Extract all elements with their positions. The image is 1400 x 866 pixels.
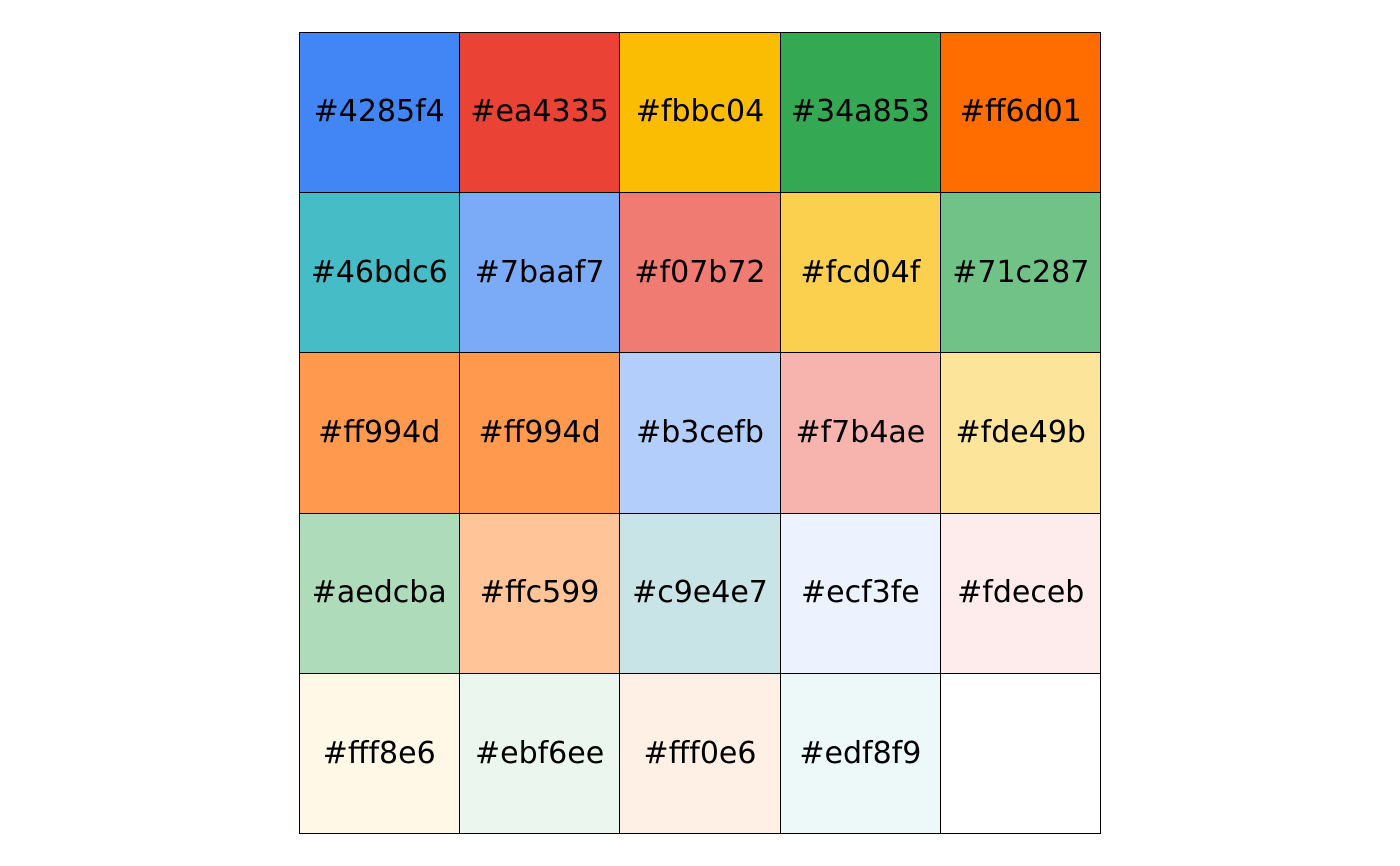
color-swatch: #fcd04f: [779, 191, 942, 354]
swatch-hex-label: #ffc599: [479, 575, 600, 611]
swatch-hex-label: #fff8e6: [322, 735, 436, 771]
swatch-hex-label: #aedcba: [311, 575, 447, 611]
swatch-hex-label: #46bdc6: [310, 254, 448, 290]
color-swatch: #ffc599: [458, 512, 621, 675]
swatch-hex-label: #fdeceb: [957, 575, 1085, 611]
color-swatch: #46bdc6: [298, 191, 460, 354]
swatch-hex-label: #ff6d01: [959, 94, 1082, 130]
color-swatch: #ecf3fe: [779, 512, 942, 675]
color-swatch: #71c287: [940, 191, 1102, 354]
color-swatch: #ff994d: [458, 352, 621, 514]
color-swatch: #f7b4ae: [779, 352, 942, 514]
swatch-hex-label: #f7b4ae: [795, 414, 926, 450]
color-swatch: #7baaf7: [458, 191, 621, 354]
color-swatch: #c9e4e7: [619, 512, 781, 675]
swatch-hex-label: #fff0e6: [643, 735, 757, 771]
swatch-hex-label: #4285f4: [313, 94, 445, 130]
color-swatch: #fff8e6: [298, 673, 460, 835]
swatch-hex-label: #ebf6ee: [474, 735, 605, 771]
swatch-hex-label: #34a853: [790, 94, 930, 130]
color-swatch: #fbbc04: [619, 31, 781, 193]
color-swatch: #b3cefb: [619, 352, 781, 514]
color-swatch-grid: #4285f4 #ea4335 #fbbc04 #34a853 #ff6d01 …: [298, 31, 1102, 835]
swatch-hex-label: #71c287: [952, 254, 1090, 290]
color-swatch: #fde49b: [940, 352, 1102, 514]
swatch-hex-label: #edf8f9: [799, 735, 922, 771]
empty-swatch: [940, 673, 1102, 835]
color-swatch: #edf8f9: [779, 673, 942, 835]
swatch-hex-label: #ecf3fe: [800, 575, 920, 611]
swatch-hex-label: #fcd04f: [800, 254, 921, 290]
color-swatch: #ea4335: [458, 31, 621, 193]
swatch-hex-label: #fde49b: [955, 414, 1086, 450]
color-swatch: #fdeceb: [940, 512, 1102, 675]
color-swatch: #4285f4: [298, 31, 460, 193]
color-swatch: #ff6d01: [940, 31, 1102, 193]
swatch-hex-label: #ff994d: [478, 414, 601, 450]
color-swatch: #34a853: [779, 31, 942, 193]
color-swatch: #ff994d: [298, 352, 460, 514]
color-swatch: #f07b72: [619, 191, 781, 354]
color-swatch: #aedcba: [298, 512, 460, 675]
swatch-hex-label: #ea4335: [470, 94, 609, 130]
swatch-hex-label: #b3cefb: [636, 414, 764, 450]
swatch-hex-label: #7baaf7: [474, 254, 605, 290]
color-swatch: #ebf6ee: [458, 673, 621, 835]
color-swatch: #fff0e6: [619, 673, 781, 835]
swatch-hex-label: #f07b72: [634, 254, 766, 290]
swatch-hex-label: #ff994d: [318, 414, 441, 450]
swatch-hex-label: #fbbc04: [635, 94, 765, 130]
swatch-hex-label: #c9e4e7: [632, 575, 768, 611]
